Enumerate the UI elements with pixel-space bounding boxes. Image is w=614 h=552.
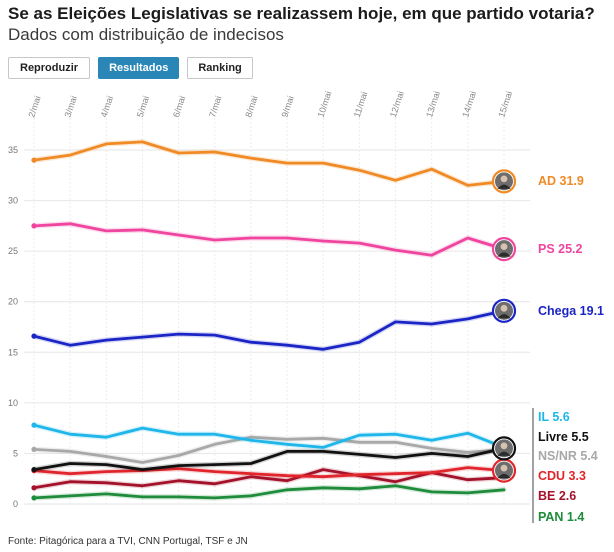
series-start-point bbox=[31, 467, 37, 473]
series-lines bbox=[31, 139, 507, 501]
x-tick-label: 7/mai bbox=[207, 95, 223, 119]
portrait-avatar-ps[interactable] bbox=[491, 237, 517, 262]
end-label-cdu: CDU 3.3 bbox=[538, 469, 586, 483]
chart-title: Se as Eleições Legislativas se realizass… bbox=[8, 4, 595, 23]
portrait-avatar-livre[interactable] bbox=[491, 436, 517, 461]
portrait-avatar-chega[interactable] bbox=[491, 298, 517, 323]
series-start-point bbox=[31, 446, 37, 452]
series-line-il[interactable] bbox=[32, 423, 506, 449]
y-tick-label: 30 bbox=[8, 196, 18, 206]
x-tick-label: 9/mai bbox=[279, 95, 295, 119]
series-start-point bbox=[31, 485, 37, 491]
ranking-tab[interactable]: Ranking bbox=[187, 57, 253, 79]
end-label-il: IL 5.6 bbox=[538, 410, 570, 424]
y-tick-label: 5 bbox=[13, 448, 18, 458]
series-glow-ad bbox=[31, 139, 507, 189]
x-tick-label: 3/mai bbox=[63, 95, 79, 119]
y-tick-label: 15 bbox=[8, 347, 18, 357]
y-tick-label: 35 bbox=[8, 145, 18, 155]
end-labels: NS/NR 5.4 PAN 1.4 BE 2.6 CDU 3.3 Livre 5.5 IL… bbox=[532, 174, 604, 524]
series-line-pan[interactable] bbox=[32, 484, 506, 500]
x-tick-label: 5/mai bbox=[135, 95, 151, 119]
x-tick-label: 13/mai bbox=[424, 90, 442, 119]
results-tab[interactable]: Resultados bbox=[98, 57, 180, 79]
x-tick-label: 8/mai bbox=[243, 95, 259, 119]
y-tick-label: 10 bbox=[8, 398, 18, 408]
y-tick-label: 0 bbox=[13, 499, 18, 509]
end-label-ns-nr: NS/NR 5.4 bbox=[538, 449, 598, 463]
series-line-ps[interactable] bbox=[32, 222, 506, 257]
series-start-point bbox=[31, 223, 37, 229]
series-start-point bbox=[31, 157, 37, 163]
x-tick-label: 15/mai bbox=[496, 90, 514, 119]
end-label-livre: Livre 5.5 bbox=[538, 430, 589, 444]
x-tick-label: 4/mai bbox=[99, 95, 115, 119]
series-start-point bbox=[31, 333, 37, 339]
portrait-avatar-ad[interactable] bbox=[491, 169, 517, 194]
x-tick-label: 12/mai bbox=[388, 90, 406, 119]
x-tick-label: 11/mai bbox=[352, 90, 370, 118]
series-line-ad[interactable] bbox=[32, 140, 506, 187]
x-tick-label: 14/mai bbox=[460, 90, 478, 119]
series-start-point bbox=[31, 495, 37, 501]
end-label-be: BE 2.6 bbox=[538, 489, 576, 503]
x-tick-label: 6/mai bbox=[171, 95, 187, 119]
end-label-ps: PS 25.2 bbox=[538, 242, 583, 256]
series-glow-ps bbox=[31, 221, 507, 258]
portrait-markers bbox=[491, 169, 517, 483]
source-note: Fonte: Pitagórica para a TVI, CNN Portug… bbox=[8, 536, 248, 547]
y-axis-labels: 0 5 10 15 20 25 30 35 bbox=[8, 145, 18, 509]
view-controls: Reproduzir Resultados Ranking bbox=[8, 57, 253, 79]
series-line-livre[interactable] bbox=[32, 446, 506, 472]
x-tick-label: 2/mai bbox=[26, 95, 42, 119]
series-line-ns-nr[interactable] bbox=[32, 435, 506, 464]
x-tick-label: 10/mai bbox=[316, 90, 334, 119]
portrait-avatar-cdu[interactable] bbox=[491, 458, 517, 483]
grid-lines bbox=[24, 118, 530, 505]
y-tick-label: 20 bbox=[8, 297, 18, 307]
end-label-pan: PAN 1.4 bbox=[538, 510, 584, 524]
replay-button[interactable]: Reproduzir bbox=[8, 57, 91, 79]
chart-subtitle: Dados com distribuição de indecisos bbox=[8, 25, 284, 44]
series-line-cdu[interactable] bbox=[32, 466, 506, 479]
end-label-chega: Chega 19.1 bbox=[538, 304, 604, 318]
x-axis-labels: 2/mai 3/mai 4/mai 5/mai 6/mai 7/mai 8/mai 9/mai… bbox=[26, 90, 514, 119]
y-tick-label: 25 bbox=[8, 246, 18, 256]
series-line-chega[interactable] bbox=[32, 309, 506, 351]
series-start-point bbox=[31, 422, 37, 428]
end-label-ad: AD 31.9 bbox=[538, 174, 584, 188]
